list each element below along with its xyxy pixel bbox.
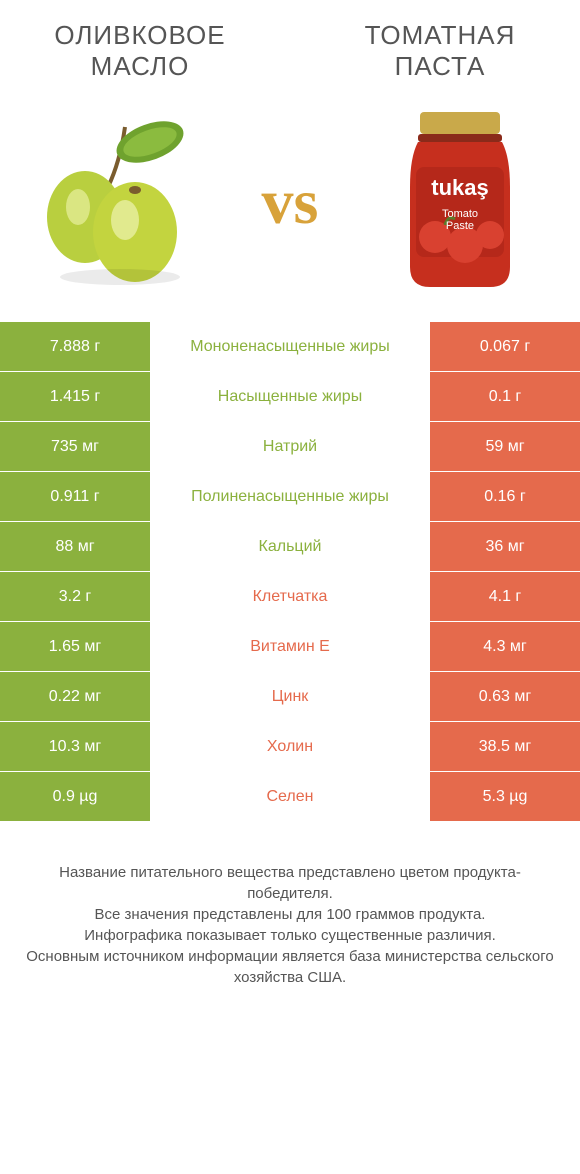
value-right: 0.1 г [430,372,580,421]
jar-brand: tukaş [431,175,488,200]
table-row: 0.9 µgСелен5.3 µg [0,772,580,822]
nutrient-name: Натрий [150,422,430,471]
value-left: 1.415 г [0,372,150,421]
footer: Название питательного вещества представл… [0,822,580,1008]
value-right: 59 мг [430,422,580,471]
value-right: 0.16 г [430,472,580,521]
nutrient-name: Полиненасыщенные жиры [150,472,430,521]
table-row: 3.2 гКлетчатка4.1 г [0,572,580,622]
table-row: 1.415 гНасыщенные жиры0.1 г [0,372,580,422]
nutrient-name: Насыщенные жиры [150,372,430,421]
footer-line: Все значения представлены для 100 граммо… [20,904,560,925]
value-right: 36 мг [430,522,580,571]
footer-line: Название питательного вещества представл… [20,862,560,904]
value-left: 1.65 мг [0,622,150,671]
value-left: 7.888 г [0,322,150,371]
value-right: 0.63 мг [430,672,580,721]
jar-image: tukaş Tomato Paste [370,112,550,292]
hero-row: vs tukaş Tomato Paste [0,92,580,322]
nutrient-name: Цинк [150,672,430,721]
value-left: 3.2 г [0,572,150,621]
value-right: 38.5 мг [430,722,580,771]
table-row: 10.3 мгХолин38.5 мг [0,722,580,772]
nutrient-name: Мононенасыщенные жиры [150,322,430,371]
value-right: 4.3 мг [430,622,580,671]
footer-line: Основным источником информации является … [20,946,560,988]
table-row: 0.22 мгЦинк0.63 мг [0,672,580,722]
header: ОЛИВКОВОЕ МАСЛО ТОМАТНАЯ ПАСТА [0,0,580,92]
table-row: 7.888 гМононенасыщенные жиры0.067 г [0,322,580,372]
footer-line: Инфографика показывает только существенн… [20,925,560,946]
table-row: 0.911 гПолиненасыщенные жиры0.16 г [0,472,580,522]
value-left: 88 мг [0,522,150,571]
jar-label-1: Tomato [442,208,478,220]
value-left: 0.911 г [0,472,150,521]
nutrient-name: Кальций [150,522,430,571]
olive-image [30,112,210,292]
vs-label: vs [262,165,319,239]
nutrient-table: 7.888 гМононенасыщенные жиры0.067 г1.415… [0,322,580,822]
nutrient-name: Холин [150,722,430,771]
table-row: 735 мгНатрий59 мг [0,422,580,472]
olive-icon [30,112,210,292]
nutrient-name: Селен [150,772,430,821]
value-right: 5.3 µg [430,772,580,821]
value-left: 0.22 мг [0,672,150,721]
jar-label-2: Paste [446,220,474,232]
value-right: 4.1 г [430,572,580,621]
jar-icon: tukaş Tomato Paste [390,107,530,297]
table-row: 1.65 мгВитамин E4.3 мг [0,622,580,672]
value-left: 735 мг [0,422,150,471]
nutrient-name: Витамин E [150,622,430,671]
table-row: 88 мгКальций36 мг [0,522,580,572]
product-right-title: ТОМАТНАЯ ПАСТА [330,20,550,82]
nutrient-name: Клетчатка [150,572,430,621]
product-left-title: ОЛИВКОВОЕ МАСЛО [30,20,250,82]
value-left: 10.3 мг [0,722,150,771]
value-left: 0.9 µg [0,772,150,821]
value-right: 0.067 г [430,322,580,371]
